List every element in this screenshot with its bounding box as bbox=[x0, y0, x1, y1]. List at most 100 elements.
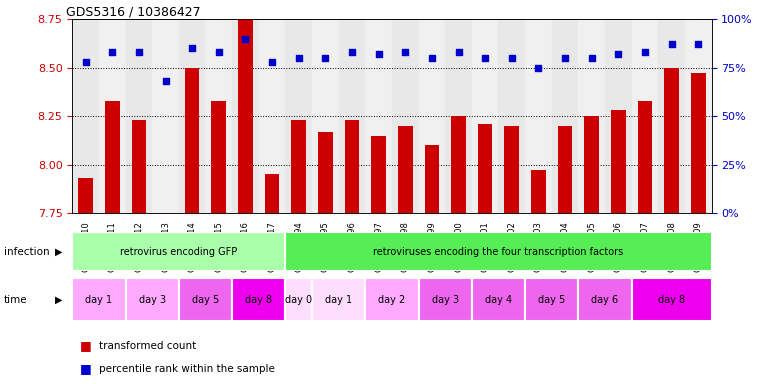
Text: day 1: day 1 bbox=[325, 295, 352, 305]
Bar bbox=[126, 278, 179, 321]
Bar bbox=[265, 174, 279, 213]
Point bbox=[186, 45, 199, 51]
Bar bbox=[185, 68, 199, 213]
Bar bbox=[285, 278, 312, 321]
Bar bbox=[312, 278, 365, 321]
Point bbox=[293, 55, 305, 61]
Bar bbox=[685, 19, 712, 213]
Bar bbox=[371, 136, 386, 213]
Bar bbox=[531, 170, 546, 213]
Bar bbox=[505, 126, 519, 213]
Point bbox=[426, 55, 438, 61]
Bar bbox=[78, 178, 93, 213]
Bar bbox=[632, 278, 712, 321]
Bar bbox=[578, 278, 632, 321]
Text: day 1: day 1 bbox=[85, 295, 113, 305]
Bar bbox=[339, 19, 365, 213]
Point bbox=[693, 41, 705, 48]
Bar bbox=[584, 116, 599, 213]
Bar bbox=[72, 278, 126, 321]
Text: ▶: ▶ bbox=[55, 247, 62, 257]
Bar bbox=[478, 124, 492, 213]
Bar bbox=[365, 19, 392, 213]
Text: retroviruses encoding the four transcription factors: retroviruses encoding the four transcrip… bbox=[374, 247, 623, 257]
Point bbox=[639, 49, 651, 55]
Bar bbox=[345, 120, 359, 213]
Bar bbox=[445, 19, 472, 213]
Bar bbox=[419, 278, 472, 321]
Point bbox=[240, 36, 252, 42]
Bar bbox=[285, 232, 712, 271]
Text: day 3: day 3 bbox=[431, 295, 459, 305]
Bar bbox=[259, 19, 285, 213]
Bar bbox=[126, 19, 152, 213]
Bar bbox=[365, 278, 419, 321]
Bar bbox=[658, 19, 685, 213]
Bar bbox=[632, 19, 658, 213]
Point bbox=[533, 65, 545, 71]
Text: day 8: day 8 bbox=[245, 295, 272, 305]
Text: day 5: day 5 bbox=[192, 295, 219, 305]
Bar bbox=[291, 120, 306, 213]
Point bbox=[133, 49, 145, 55]
Text: percentile rank within the sample: percentile rank within the sample bbox=[99, 364, 275, 374]
Bar bbox=[611, 110, 626, 213]
Bar bbox=[179, 19, 205, 213]
Text: day 3: day 3 bbox=[139, 295, 166, 305]
Point bbox=[213, 49, 225, 55]
Bar bbox=[525, 278, 578, 321]
Text: ▶: ▶ bbox=[55, 295, 62, 305]
Bar bbox=[158, 213, 173, 217]
Text: GDS5316 / 10386427: GDS5316 / 10386427 bbox=[66, 5, 201, 18]
Text: day 4: day 4 bbox=[485, 295, 512, 305]
Text: transformed count: transformed count bbox=[99, 341, 196, 351]
Bar bbox=[398, 126, 412, 213]
Point bbox=[346, 49, 358, 55]
Point bbox=[373, 51, 385, 57]
Text: ■: ■ bbox=[80, 339, 91, 352]
Point bbox=[266, 59, 279, 65]
Bar bbox=[285, 19, 312, 213]
Bar bbox=[238, 19, 253, 213]
Bar bbox=[232, 278, 285, 321]
Bar bbox=[232, 19, 259, 213]
Point bbox=[107, 49, 119, 55]
Text: time: time bbox=[4, 295, 27, 305]
Bar bbox=[99, 19, 126, 213]
Bar bbox=[552, 19, 578, 213]
Text: retrovirus encoding GFP: retrovirus encoding GFP bbox=[120, 247, 237, 257]
Point bbox=[479, 55, 492, 61]
Text: day 2: day 2 bbox=[378, 295, 406, 305]
Bar bbox=[451, 116, 466, 213]
Point bbox=[320, 55, 332, 61]
Bar bbox=[498, 19, 525, 213]
Point bbox=[612, 51, 624, 57]
Bar bbox=[472, 19, 498, 213]
Bar bbox=[525, 19, 552, 213]
Bar bbox=[152, 19, 179, 213]
Bar bbox=[105, 101, 119, 213]
Text: ■: ■ bbox=[80, 362, 91, 375]
Point bbox=[559, 55, 571, 61]
Bar bbox=[578, 19, 605, 213]
Bar bbox=[179, 278, 232, 321]
Bar bbox=[392, 19, 419, 213]
Bar bbox=[72, 19, 99, 213]
Text: day 6: day 6 bbox=[591, 295, 619, 305]
Point bbox=[506, 55, 518, 61]
Point bbox=[80, 59, 92, 65]
Bar bbox=[425, 145, 439, 213]
Bar bbox=[318, 132, 333, 213]
Bar bbox=[605, 19, 632, 213]
Bar bbox=[312, 19, 339, 213]
Bar bbox=[472, 278, 525, 321]
Point bbox=[400, 49, 412, 55]
Bar bbox=[212, 101, 226, 213]
Point bbox=[586, 55, 598, 61]
Bar bbox=[132, 120, 146, 213]
Point bbox=[666, 41, 678, 48]
Point bbox=[160, 78, 172, 84]
Bar bbox=[664, 68, 679, 213]
Point bbox=[453, 49, 465, 55]
Text: infection: infection bbox=[4, 247, 49, 257]
